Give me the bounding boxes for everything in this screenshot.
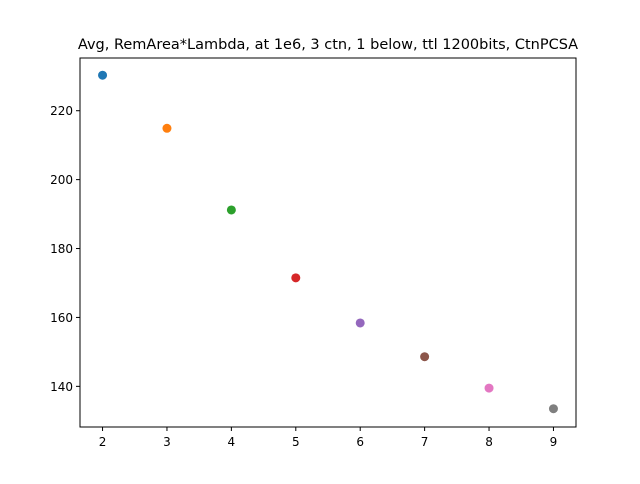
x-tick-label: 9 xyxy=(550,435,558,449)
data-point-8 xyxy=(548,404,558,414)
data-point-3 xyxy=(226,205,236,215)
x-tick-label: 8 xyxy=(485,435,493,449)
data-points xyxy=(98,70,558,414)
data-point-4 xyxy=(291,273,301,283)
y-tick-label: 200 xyxy=(50,173,73,187)
y-tick-label: 160 xyxy=(50,311,73,325)
x-tick-label: 3 xyxy=(163,435,171,449)
x-axis-ticks: 2 3 4 5 6 7 8 9 xyxy=(99,427,558,449)
data-point-2 xyxy=(162,123,172,133)
x-tick-label: 2 xyxy=(99,435,107,449)
plot-area-frame xyxy=(79,57,577,428)
x-tick-label: 6 xyxy=(356,435,364,449)
y-axis-ticks: 140 160 180 200 220 xyxy=(50,104,80,394)
y-tick-label: 180 xyxy=(50,242,73,256)
data-point-1 xyxy=(98,70,108,80)
x-tick-label: 7 xyxy=(421,435,429,449)
data-point-6 xyxy=(420,352,430,362)
x-tick-label: 4 xyxy=(228,435,236,449)
y-tick-label: 220 xyxy=(50,104,73,118)
chart-title: Avg, RemArea*Lambda, at 1e6, 3 ctn, 1 be… xyxy=(78,37,578,53)
data-point-5 xyxy=(355,318,365,328)
x-tick-label: 5 xyxy=(292,435,300,449)
y-tick-label: 140 xyxy=(50,380,73,394)
data-point-7 xyxy=(484,383,494,393)
